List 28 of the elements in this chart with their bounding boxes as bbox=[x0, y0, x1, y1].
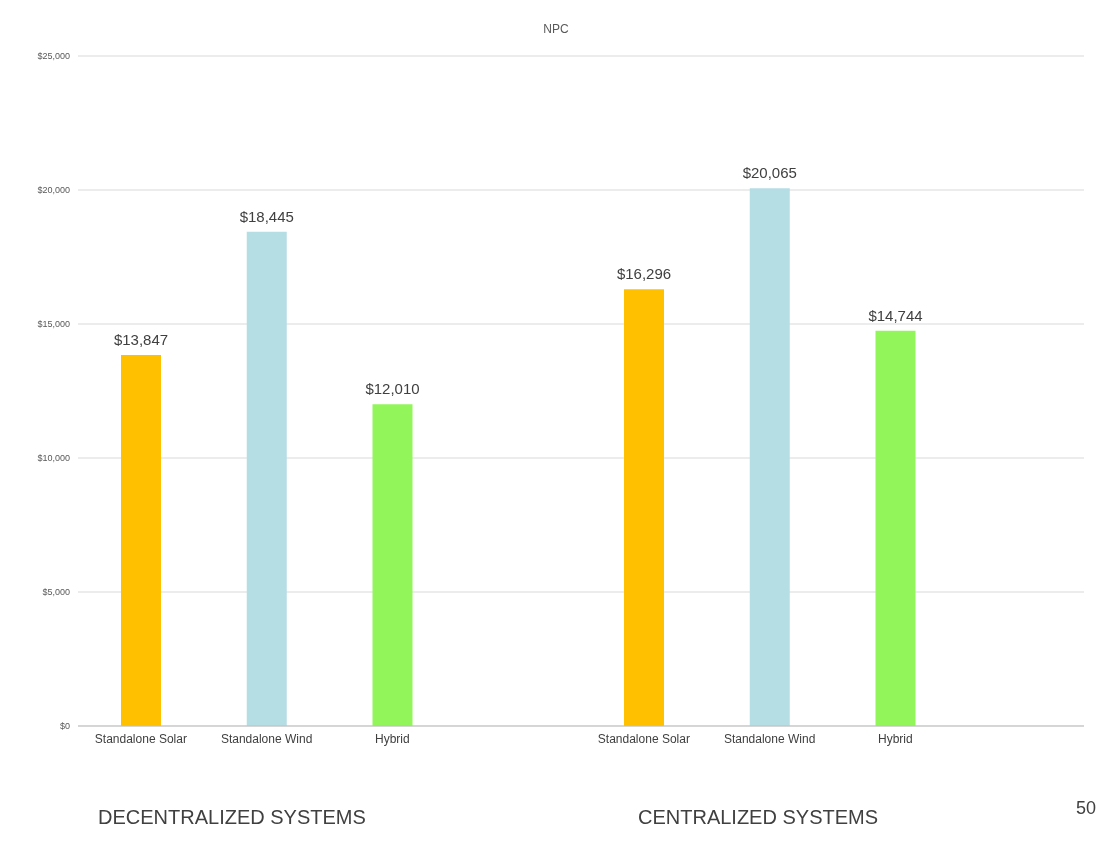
x-tick-label: Standalone Wind bbox=[220, 731, 313, 746]
bar bbox=[875, 330, 916, 726]
bar bbox=[121, 354, 161, 726]
x-tick-label: Hybrid bbox=[878, 731, 913, 746]
y-tick-label: $10,000 bbox=[37, 453, 70, 464]
bar bbox=[372, 404, 413, 726]
text: DECENTRALIZED SYSTEMS bbox=[98, 806, 366, 829]
data-label: $16,296 bbox=[616, 265, 672, 283]
x-tick-label: Standalone Wind bbox=[723, 731, 816, 746]
y-tick-label: $25,000 bbox=[37, 51, 70, 62]
x-tick-label: Hybrid bbox=[375, 731, 410, 746]
bar bbox=[246, 231, 287, 726]
x-tick-label: Standalone Solar bbox=[94, 731, 187, 746]
x-tick-label: Standalone Solar bbox=[597, 731, 690, 746]
y-tick-label: $15,000 bbox=[37, 319, 70, 330]
bar bbox=[749, 188, 790, 726]
text: 50 bbox=[1075, 798, 1096, 819]
data-label: $12,010 bbox=[365, 380, 420, 398]
y-tick-label: $0 bbox=[59, 721, 70, 732]
bar bbox=[624, 289, 664, 726]
y-tick-label: $5,000 bbox=[42, 587, 70, 598]
chart-title: NPC bbox=[542, 21, 570, 36]
data-label: $13,847 bbox=[113, 330, 169, 348]
data-label: $18,445 bbox=[239, 207, 294, 225]
data-label: $14,744 bbox=[868, 306, 923, 324]
y-tick-label: $20,000 bbox=[37, 185, 70, 196]
text: CENTRALIZED SYSTEMS bbox=[638, 806, 879, 829]
data-label: $20,065 bbox=[742, 164, 797, 182]
